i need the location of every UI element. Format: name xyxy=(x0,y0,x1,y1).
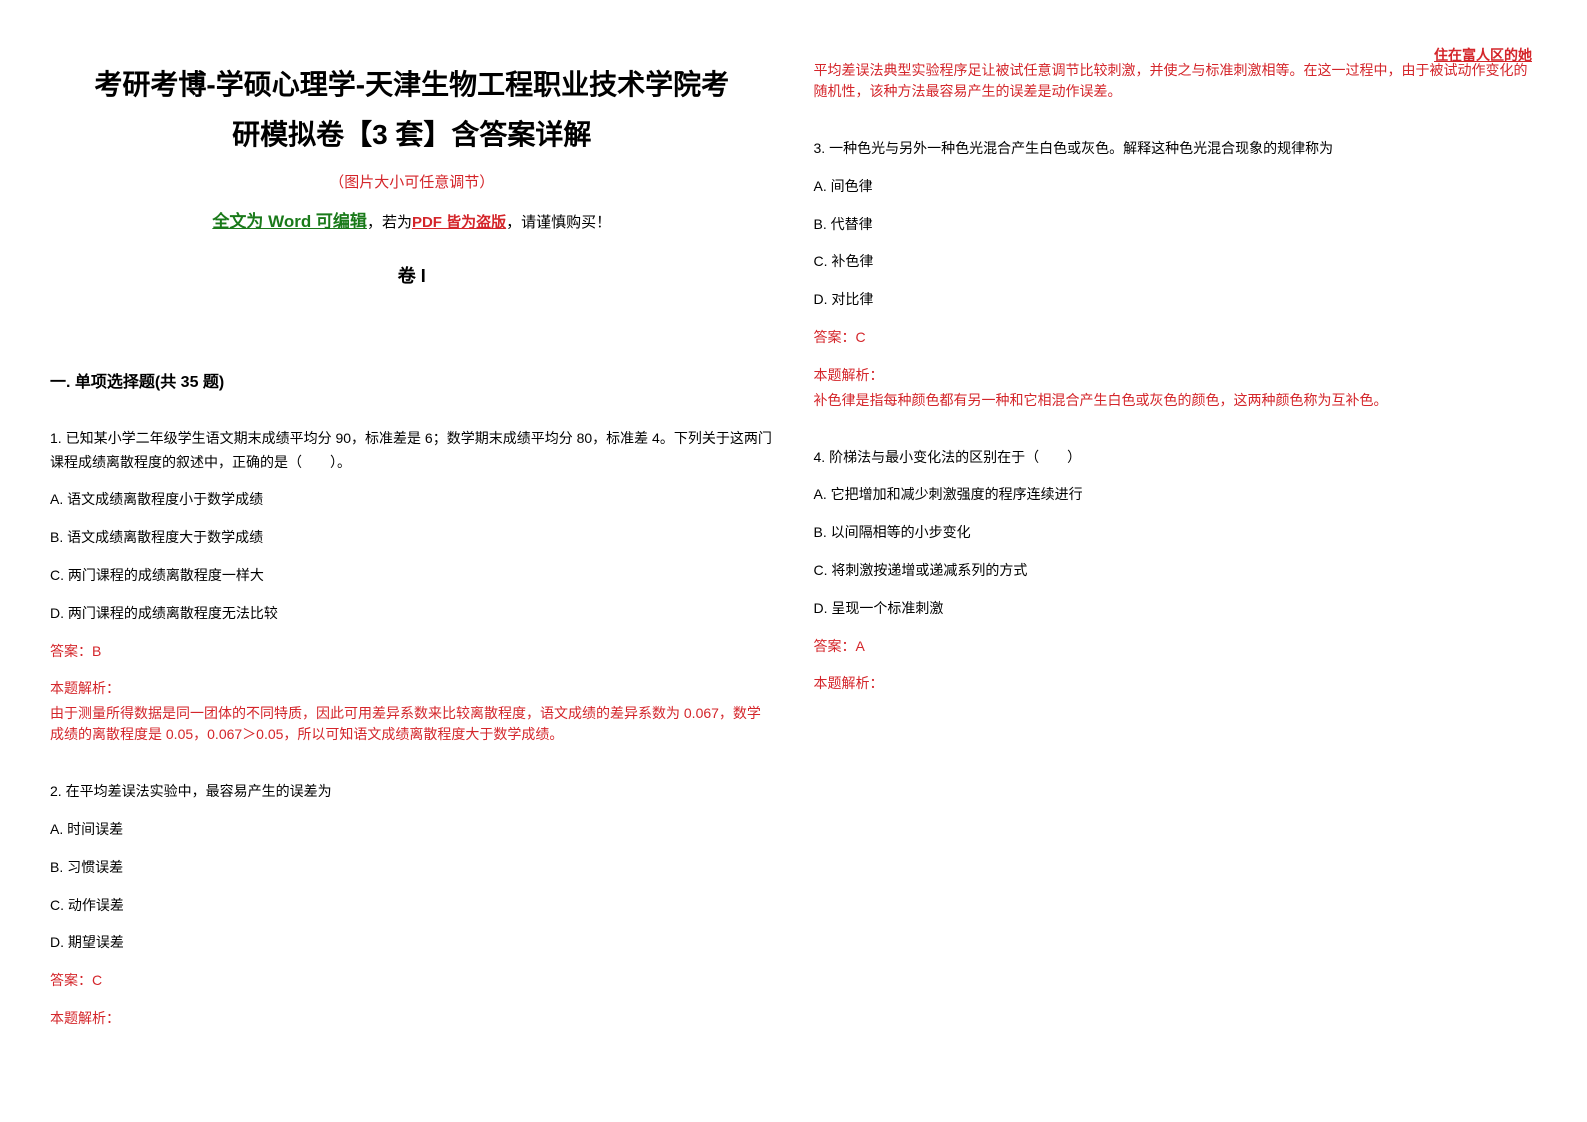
option-a: A. 时间误差 xyxy=(50,818,774,842)
option-d: D. 两门课程的成绩离散程度无法比较 xyxy=(50,602,774,626)
question-text: 2. 在平均差误法实验中，最容易产生的误差为 xyxy=(50,780,774,804)
explain-label: 本题解析： xyxy=(50,677,774,701)
title-line-1: 考研考博-学硕心理学-天津生物工程职业技术学院考 xyxy=(94,69,729,100)
explain-text: 补色律是指每种颜色都有另一种和它相混合产生白色或灰色的颜色，这两种颜色称为互补色… xyxy=(814,390,1538,411)
option-b: B. 代替律 xyxy=(814,213,1538,237)
option-a: A. 它把增加和减少刺激强度的程序连续进行 xyxy=(814,483,1538,507)
option-b: B. 习惯误差 xyxy=(50,856,774,880)
explain-text: 由于测量所得数据是同一团体的不同特质，因此可用差异系数来比较离散程度，语文成绩的… xyxy=(50,703,774,745)
question-text: 3. 一种色光与另外一种色光混合产生白色或灰色。解释这种色光混合现象的规律称为 xyxy=(814,137,1538,161)
question-text: 4. 阶梯法与最小变化法的区别在于（ ） xyxy=(814,446,1538,470)
answer-label: 答案：A xyxy=(814,635,1538,659)
title-line-2: 研模拟卷【3 套】含答案详解 xyxy=(232,119,591,150)
option-d: D. 期望误差 xyxy=(50,931,774,955)
edit-note: 全文为 Word 可编辑，若为PDF 皆为盗版，请谨慎购买！ xyxy=(50,207,774,232)
volume-label: 卷 I xyxy=(50,262,774,288)
edit-suffix: ，请谨慎购买！ xyxy=(506,214,611,231)
subtitle-note: （图片大小可任意调节） xyxy=(50,171,774,192)
answer-label: 答案：B xyxy=(50,640,774,664)
explain-label: 本题解析： xyxy=(814,672,1538,696)
option-c: C. 两门课程的成绩离散程度一样大 xyxy=(50,564,774,588)
watermark: 住在富人区的她 xyxy=(1434,45,1532,65)
main-title: 考研考博-学硕心理学-天津生物工程职业技术学院考 研模拟卷【3 套】含答案详解 xyxy=(50,60,774,161)
option-a: A. 间色律 xyxy=(814,175,1538,199)
option-c: C. 动作误差 xyxy=(50,894,774,918)
page-body: 考研考博-学硕心理学-天津生物工程职业技术学院考 研模拟卷【3 套】含答案详解 … xyxy=(50,60,1537,1060)
answer-label: 答案：C xyxy=(814,326,1538,350)
option-c: C. 将刺激按递增或递减系列的方式 xyxy=(814,559,1538,583)
question-4: 4. 阶梯法与最小变化法的区别在于（ ） A. 它把增加和减少刺激强度的程序连续… xyxy=(814,446,1538,697)
option-a: A. 语文成绩离散程度小于数学成绩 xyxy=(50,488,774,512)
option-b: B. 语文成绩离散程度大于数学成绩 xyxy=(50,526,774,550)
option-d: D. 呈现一个标准刺激 xyxy=(814,597,1538,621)
answer-label: 答案：C xyxy=(50,969,774,993)
edit-mid: ，若为 xyxy=(367,214,412,231)
option-c: C. 补色律 xyxy=(814,250,1538,274)
explain-label: 本题解析： xyxy=(814,364,1538,388)
document-header: 考研考博-学硕心理学-天津生物工程职业技术学院考 研模拟卷【3 套】含答案详解 … xyxy=(50,60,774,288)
question-3: 3. 一种色光与另外一种色光混合产生白色或灰色。解释这种色光混合现象的规律称为 … xyxy=(814,137,1538,411)
edit-word-part: 全文为 Word 可编辑 xyxy=(212,212,367,231)
edit-pdf-part: PDF 皆为盗版 xyxy=(412,214,506,231)
question-1: 1. 已知某小学二年级学生语文期末成绩平均分 90，标准差是 6；数学期末成绩平… xyxy=(50,427,774,745)
explain-text: 平均差误法典型实验程序足让被试任意调节比较刺激，并使之与标准刺激相等。在这一过程… xyxy=(814,60,1538,102)
option-b: B. 以间隔相等的小步变化 xyxy=(814,521,1538,545)
option-d: D. 对比律 xyxy=(814,288,1538,312)
question-text: 1. 已知某小学二年级学生语文期末成绩平均分 90，标准差是 6；数学期末成绩平… xyxy=(50,427,774,475)
explain-label: 本题解析： xyxy=(50,1007,774,1031)
section-title: 一. 单项选择题(共 35 题) xyxy=(50,368,774,392)
